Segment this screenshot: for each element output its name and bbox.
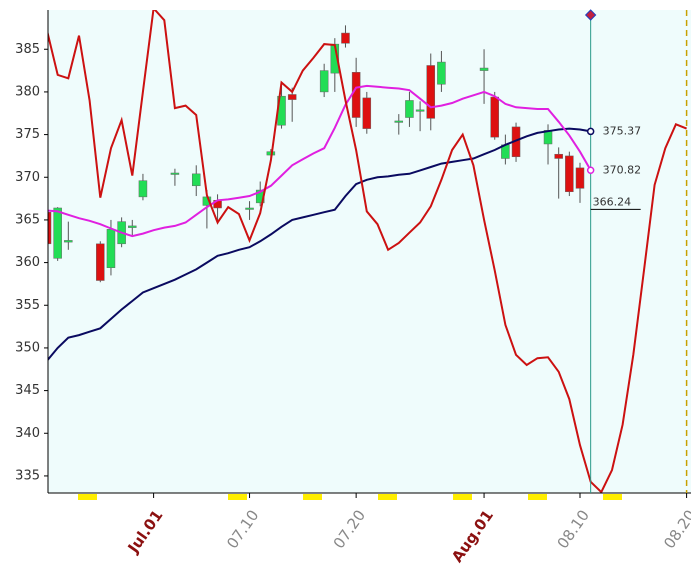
line-series bbox=[48, 84, 592, 238]
candle-body bbox=[53, 207, 62, 259]
y-tick-label: 350 bbox=[15, 340, 40, 355]
week-marker bbox=[378, 494, 397, 500]
x-tick-label: 07.10 bbox=[223, 507, 262, 553]
candle-body bbox=[415, 109, 425, 112]
candle-body bbox=[479, 67, 489, 71]
x-tick-label: 07.20 bbox=[330, 507, 369, 553]
candle-body bbox=[362, 97, 372, 129]
plot-marks bbox=[48, 10, 687, 493]
y-tick-label: 365 bbox=[15, 212, 40, 227]
candle-body bbox=[394, 120, 404, 123]
price-marker-label: 366.24 bbox=[593, 195, 632, 208]
y-tick-label: 385 bbox=[15, 42, 40, 57]
candle-body bbox=[191, 173, 201, 187]
y-tick-label: 355 bbox=[15, 298, 40, 313]
y-tick-label: 360 bbox=[15, 255, 40, 270]
line-series bbox=[48, 10, 687, 493]
y-tick-label: 370 bbox=[15, 170, 40, 185]
y-tick-label: 340 bbox=[15, 426, 40, 441]
week-marker bbox=[228, 494, 247, 500]
line-end-label: 370.82 bbox=[603, 163, 642, 176]
x-tick-label: Jul.01 bbox=[124, 507, 167, 557]
plot-area bbox=[48, 10, 691, 493]
candle-body bbox=[554, 153, 563, 159]
cursor-marker bbox=[584, 9, 597, 21]
y-tick-label: 345 bbox=[15, 383, 40, 398]
y-tick-label: 375 bbox=[15, 127, 40, 142]
line-end-point bbox=[586, 166, 595, 175]
line-end-point bbox=[586, 127, 595, 136]
candle-body bbox=[319, 70, 329, 93]
candle-body bbox=[128, 225, 137, 228]
line-end-label: 375.37 bbox=[603, 124, 642, 137]
x-tick-label: Aug.01 bbox=[448, 507, 497, 566]
candle-body bbox=[64, 240, 73, 243]
candle-body bbox=[405, 100, 414, 118]
week-marker bbox=[528, 494, 547, 500]
candle-body bbox=[96, 243, 105, 281]
week-markers bbox=[78, 494, 622, 500]
candle-body bbox=[490, 96, 499, 138]
y-tick-label: 335 bbox=[15, 468, 40, 483]
candle-body bbox=[287, 94, 297, 100]
candle-body bbox=[341, 32, 350, 44]
y-tick-label: 380 bbox=[15, 84, 40, 99]
x-tick-label: 08.20 bbox=[660, 507, 691, 553]
line-series bbox=[48, 127, 591, 362]
candle-body bbox=[426, 65, 436, 119]
week-marker bbox=[78, 494, 97, 500]
week-marker bbox=[303, 494, 322, 500]
candle-body bbox=[245, 207, 254, 210]
candle-body bbox=[351, 72, 361, 118]
week-marker bbox=[453, 494, 472, 500]
candle-body bbox=[575, 167, 585, 189]
candle-body bbox=[106, 229, 116, 268]
candle-body bbox=[138, 180, 148, 198]
week-marker bbox=[603, 494, 622, 500]
candle-body bbox=[170, 172, 180, 175]
candle-body bbox=[565, 155, 574, 193]
candle-body bbox=[48, 211, 52, 245]
x-tick-label: 08.10 bbox=[554, 507, 593, 553]
candle-body bbox=[437, 61, 446, 85]
